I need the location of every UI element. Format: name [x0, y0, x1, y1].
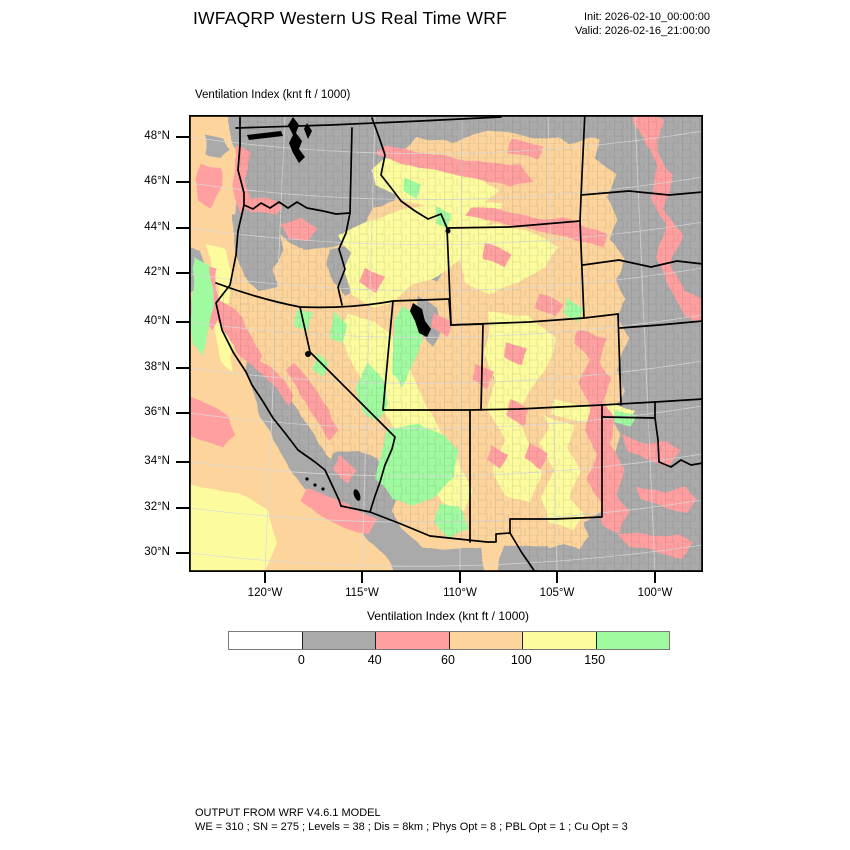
canada-border [235, 116, 502, 129]
water-bodies [247, 117, 451, 501]
lat-tick [176, 461, 189, 463]
colorbar-tick-label: 40 [367, 653, 382, 667]
colorbar-tick-label: 60 [441, 653, 455, 667]
lon-tick [556, 572, 558, 583]
lat-tick-label: 48°N [144, 130, 170, 142]
colorbar-segment-0 [229, 632, 303, 649]
california-nevada-border [299, 306, 396, 513]
lat-tick [176, 136, 189, 138]
ok-tx-borders [601, 401, 703, 468]
lon-tick-label: 110°W [443, 587, 477, 599]
lat-tick-label: 36°N [144, 406, 170, 418]
lat-tick [176, 552, 189, 554]
run-times: Init: 2026-02-10_00:00:00 Valid: 2026-02… [470, 10, 710, 38]
oregon-idaho-border [337, 212, 351, 306]
lat-tick-label: 34°N [144, 455, 170, 467]
lon-tick-label: 100°W [637, 587, 673, 599]
colorbar-tick-label: 0 [297, 653, 305, 667]
104w-border [579, 115, 586, 319]
lon-tick [361, 572, 363, 583]
lat-tick-label: 32°N [144, 501, 170, 513]
lat-tick [176, 272, 189, 274]
valid-time: Valid: 2026-02-16_21:00:00 [575, 25, 710, 37]
45n-border [446, 220, 581, 229]
colorbar [228, 631, 670, 650]
pacific-coastline [215, 115, 342, 507]
ne-ks-border [619, 320, 703, 329]
wyoming-west-border [446, 227, 452, 326]
colorbar-title: Ventilation Index (knt ft / 1000) [366, 609, 530, 623]
puget-sound [288, 117, 305, 163]
channel-island [305, 477, 309, 481]
footer-line2: WE = 310 ; SN = 275 ; Levels = 38 ; Dis … [195, 821, 628, 833]
idaho-montana-border [371, 117, 448, 229]
salton-sea [353, 489, 361, 501]
great-salt-lake [410, 303, 431, 337]
puget-islands [304, 123, 312, 139]
juan-de-fuca-strait [247, 131, 283, 140]
lon-tick [654, 572, 656, 583]
footer-model-info: OUTPUT FROM WRF V4.6.1 MODEL WE = 310 ; … [195, 806, 628, 834]
channel-island [321, 487, 325, 491]
colorado-east-border [617, 313, 622, 406]
lat-tick-label: 38°N [144, 361, 170, 373]
footer-line1: OUTPUT FROM WRF V4.6.1 MODEL [195, 807, 381, 819]
lat-tick-label: 30°N [144, 546, 170, 558]
colorbar-tick-label: 100 [510, 653, 532, 667]
colorbar-segment-1 [302, 632, 376, 649]
channel-island [313, 483, 317, 487]
lat-tick-label: 40°N [144, 315, 170, 327]
lon-tick [459, 572, 461, 583]
sd-ne-border [582, 259, 703, 268]
41n-border [450, 313, 619, 326]
page-title: IWFAQRP Western US Real Time WRF [193, 8, 507, 28]
lat-tick-label: 46°N [144, 175, 170, 187]
ventilation-index-map [189, 115, 703, 572]
37n-border [382, 398, 703, 411]
lat-tick [176, 181, 189, 183]
lon-tick-label: 105°W [539, 587, 575, 599]
colorbar-segment-2 [376, 632, 450, 649]
lat-tick [176, 507, 189, 509]
init-time: Init: 2026-02-10_00:00:00 [584, 11, 710, 23]
lat-tick [176, 321, 189, 323]
lat-tick [176, 227, 189, 229]
colorbar-segment-3 [449, 632, 523, 649]
lon-tick-label: 120°W [247, 587, 283, 599]
map-canvas [189, 115, 703, 572]
rio-grande [509, 532, 536, 572]
state-borders [215, 115, 703, 572]
nevada-utah-border [382, 300, 394, 411]
lat-tick [176, 367, 189, 369]
mexico-border [340, 505, 511, 543]
lon-tick [264, 572, 266, 583]
lat-tick-label: 44°N [144, 221, 170, 233]
colorbar-tick-label: 150 [584, 653, 606, 667]
lon-tick-label: 115°W [345, 587, 379, 599]
nm-tx-border [509, 404, 603, 534]
lat-tick [176, 412, 189, 414]
field-label: Ventilation Index (knt ft / 1000) [195, 89, 351, 101]
lat-tick-label: 42°N [144, 266, 170, 278]
colorbar-segment-4 [523, 632, 597, 649]
map-frame [189, 115, 703, 572]
columbia-river-border [243, 201, 351, 215]
colorbar-segment-5 [596, 632, 669, 649]
nd-sd-border [580, 190, 703, 196]
